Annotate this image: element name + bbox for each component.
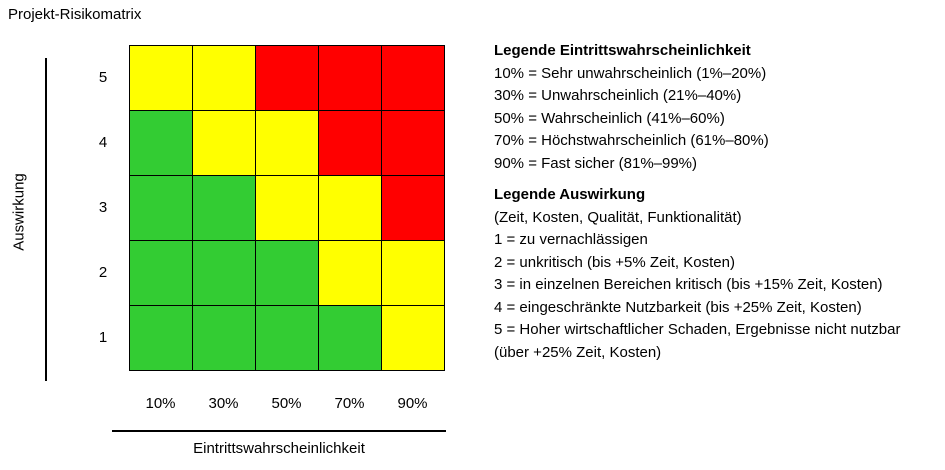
- y-tick-2: 2: [98, 264, 108, 281]
- legend-impact-heading: Legende Auswirkung: [494, 186, 646, 203]
- x-tick-10pct: 10%: [145, 395, 176, 412]
- legend: Legende Eintrittswahrscheinlichkeit 10% …: [494, 40, 939, 373]
- x-axis-line: [112, 430, 446, 432]
- matrix-cell-2-10pct: [130, 241, 193, 306]
- legend-probability-item: 30% = Unwahrscheinlich (21%–40%): [494, 87, 742, 104]
- y-axis-line: [45, 58, 47, 381]
- legend-probability-heading: Legende Eintrittswahrscheinlichkeit: [494, 42, 751, 59]
- y-axis-ticks: 5 4 3 2 1: [90, 45, 116, 370]
- y-tick-4: 4: [98, 134, 108, 151]
- x-axis-label: Eintrittswahrscheinlichkeit: [193, 440, 365, 457]
- legend-impact: Legende Auswirkung (Zeit, Kosten, Qualit…: [494, 184, 939, 364]
- x-tick-70pct: 70%: [334, 395, 365, 412]
- legend-probability-item: 90% = Fast sicher (81%–99%): [494, 154, 698, 172]
- y-tick-5: 5: [98, 69, 108, 86]
- y-tick-3: 3: [98, 199, 108, 216]
- x-tick-50pct: 50%: [271, 395, 302, 412]
- page-title: Projekt-Risikomatrix: [8, 6, 142, 23]
- matrix-cell-3-90pct: [382, 176, 445, 241]
- matrix-cell-1-90pct: [382, 306, 445, 371]
- legend-probability-item: 50% = Wahrscheinlich (41%–60%): [494, 109, 725, 127]
- matrix-cell-2-90pct: [382, 241, 445, 306]
- x-axis-ticks: 10% 30% 50% 70% 90%: [129, 395, 444, 412]
- legend-probability-items: 10% = Sehr unwahrscheinlich (1%–20%) 30% …: [494, 63, 939, 176]
- legend-impact-items: (Zeit, Kosten, Qualität, Funktionalität)…: [494, 207, 939, 365]
- matrix-cell-1-30pct: [193, 306, 256, 371]
- legend-probability: Legende Eintrittswahrscheinlichkeit 10% …: [494, 40, 939, 175]
- y-tick-1: 1: [98, 329, 108, 346]
- matrix-cell-5-50pct: [256, 46, 319, 111]
- matrix-cell-5-70pct: [319, 46, 382, 111]
- legend-probability-item: 10% = Sehr unwahrscheinlich (1%–20%): [494, 64, 767, 82]
- matrix-cell-4-30pct: [193, 111, 256, 176]
- matrix-cell-3-30pct: [193, 176, 256, 241]
- legend-impact-item: 4 = eingeschränkte Nutzbarkeit (bis +25%…: [494, 298, 862, 316]
- matrix-cell-4-50pct: [256, 111, 319, 176]
- x-tick-30pct: 30%: [208, 395, 239, 412]
- matrix-cell-5-10pct: [130, 46, 193, 111]
- matrix-cell-2-30pct: [193, 241, 256, 306]
- matrix-cell-1-70pct: [319, 306, 382, 371]
- legend-impact-item: 2 = unkritisch (bis +5% Zeit, Kosten): [494, 253, 735, 271]
- risk-matrix: [129, 45, 445, 371]
- matrix-cell-3-50pct: [256, 176, 319, 241]
- matrix-cell-3-70pct: [319, 176, 382, 241]
- matrix-cell-4-70pct: [319, 111, 382, 176]
- legend-impact-item: 3 = in einzelnen Bereichen kritisch (bis…: [494, 276, 883, 293]
- matrix-cell-4-90pct: [382, 111, 445, 176]
- matrix-cell-2-70pct: [319, 241, 382, 306]
- legend-probability-item: 70% = Höchstwahrscheinlich (61%–80%): [494, 132, 769, 149]
- legend-impact-item: (Zeit, Kosten, Qualität, Funktionalität): [494, 208, 742, 226]
- matrix-cell-3-10pct: [130, 176, 193, 241]
- legend-impact-item: 1 = zu vernachlässigen: [494, 231, 648, 248]
- legend-impact-item: 5 = Hoher wirtschaftlicher Schaden, Erge…: [494, 321, 901, 361]
- matrix-cell-1-10pct: [130, 306, 193, 371]
- matrix-cell-4-10pct: [130, 111, 193, 176]
- matrix-cell-1-50pct: [256, 306, 319, 371]
- matrix-cell-5-30pct: [193, 46, 256, 111]
- x-tick-90pct: 90%: [397, 395, 428, 412]
- matrix-cell-5-90pct: [382, 46, 445, 111]
- matrix-cell-2-50pct: [256, 241, 319, 306]
- y-axis-label: Auswirkung: [10, 173, 28, 251]
